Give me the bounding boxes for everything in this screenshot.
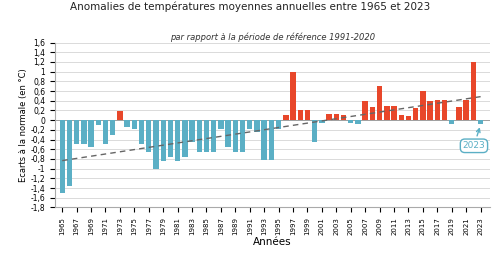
Bar — [442, 100, 448, 120]
Bar — [74, 120, 80, 144]
Bar — [262, 120, 267, 160]
Bar — [283, 115, 288, 120]
Bar — [478, 120, 484, 124]
Bar — [456, 107, 462, 120]
Y-axis label: Ecarts à la normale (en °C): Ecarts à la normale (en °C) — [18, 68, 28, 182]
Bar — [312, 120, 318, 142]
Bar — [276, 120, 281, 129]
Bar — [420, 91, 426, 120]
Bar — [356, 120, 360, 124]
Title: par rapport à la période de référence 1991-2020: par rapport à la période de référence 19… — [170, 32, 375, 42]
Bar — [392, 106, 397, 120]
Bar — [81, 120, 86, 144]
Bar — [146, 120, 152, 152]
Bar — [66, 120, 72, 186]
Bar — [168, 120, 173, 157]
Bar — [182, 120, 188, 157]
Bar — [305, 110, 310, 120]
Bar — [290, 72, 296, 120]
Bar — [464, 100, 469, 120]
Bar — [398, 115, 404, 120]
Bar — [298, 110, 303, 120]
Bar — [254, 120, 260, 132]
Bar — [196, 120, 202, 152]
Bar — [334, 114, 339, 120]
Bar — [341, 115, 346, 120]
Bar — [434, 100, 440, 120]
Bar — [132, 120, 137, 129]
Bar — [226, 120, 231, 147]
Text: 2023: 2023 — [462, 129, 485, 150]
Bar — [413, 108, 418, 120]
X-axis label: Années: Années — [253, 236, 292, 247]
Bar — [247, 120, 252, 129]
Text: Anomalies de températures moyennes annuelles entre 1965 et 2023: Anomalies de températures moyennes annue… — [70, 1, 430, 12]
Bar — [319, 120, 324, 123]
Bar — [110, 120, 116, 135]
Bar — [88, 120, 94, 147]
Bar — [470, 62, 476, 120]
Bar — [211, 120, 216, 152]
Bar — [370, 107, 375, 120]
Bar — [348, 120, 354, 123]
Bar — [377, 86, 382, 120]
Bar — [232, 120, 238, 152]
Bar — [190, 120, 195, 142]
Bar — [204, 120, 209, 152]
Bar — [240, 120, 246, 152]
Bar — [218, 120, 224, 129]
Bar — [160, 120, 166, 161]
Bar — [96, 120, 101, 125]
Bar — [124, 120, 130, 127]
Bar — [362, 101, 368, 120]
Bar — [103, 120, 108, 144]
Bar — [449, 120, 454, 124]
Bar — [428, 101, 433, 120]
Bar — [139, 120, 144, 144]
Bar — [154, 120, 158, 169]
Bar — [117, 111, 122, 120]
Bar — [384, 106, 390, 120]
Bar — [406, 116, 411, 120]
Bar — [175, 120, 180, 161]
Bar — [326, 114, 332, 120]
Bar — [60, 120, 65, 193]
Bar — [268, 120, 274, 160]
